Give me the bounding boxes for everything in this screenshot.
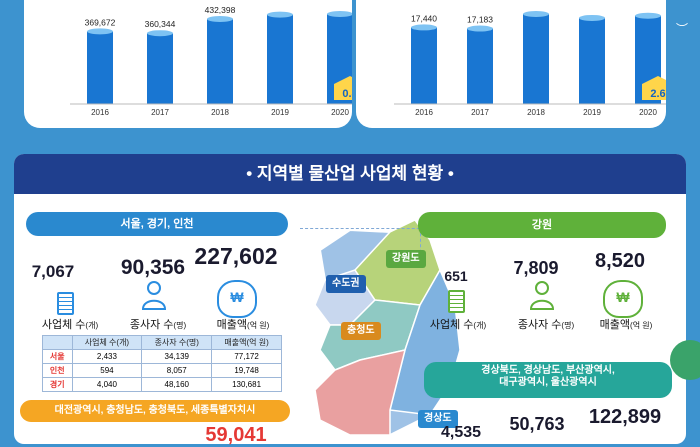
table-header: 사업체 수(개) — [71, 335, 143, 350]
table-cell: 8,057 — [141, 363, 213, 378]
year-label: 2019 — [271, 108, 289, 117]
person-icon — [529, 281, 555, 310]
table-row: 인천 594 8,057 19,748 — [42, 363, 282, 378]
table-cell: 4,040 — [71, 377, 143, 392]
bar-value-label: 432,398 — [205, 5, 236, 15]
bar — [147, 30, 173, 104]
capital-sales-label: 매출액(억 원) — [216, 319, 270, 331]
bar — [467, 25, 493, 104]
korea-map — [313, 218, 462, 436]
table-header: 매출액(억 원) — [211, 335, 282, 350]
gangwon-workers-label: 종사자 수(명) — [517, 319, 575, 331]
capital-sales-amount: 227,602 — [194, 243, 278, 269]
year-label: 2020 — [331, 108, 349, 117]
right-bar-chart: 17,440 2016 17,183 2017 2018 2019 2020 2.6 — [394, 11, 678, 117]
building-icon — [57, 292, 74, 315]
left-bar-chart: 369,672 2016 360,344 2017 432,398 2018 2019 202… — [70, 5, 370, 117]
table-cell: 경기 — [42, 377, 73, 392]
bar-value-label: 369,672 — [85, 17, 116, 27]
capital-count-label: 사업체 수(개) — [41, 319, 99, 331]
map-tag-gangwon: 강원도 — [386, 250, 426, 268]
tree-decoration — [670, 340, 700, 380]
chungcheong-region-header: 대전광역시, 충청남도, 충청북도, 세종특별자치시 — [20, 400, 290, 422]
table-cell: 인천 — [42, 363, 73, 378]
gangwon-workers-count: 7,809 — [513, 258, 559, 278]
money-bag-icon: ₩ — [217, 280, 257, 318]
gyeongsang-sales-amount: 122,899 — [588, 406, 662, 428]
bar-value-label: 17,440 — [411, 13, 437, 23]
connector-line — [300, 228, 430, 229]
chungcheong-sales-amount: 59,041 — [205, 424, 267, 446]
bar — [523, 11, 549, 104]
increase-rate: 2.6 — [650, 88, 665, 100]
person-icon — [141, 281, 167, 310]
capital-business-count: 7,067 — [31, 262, 75, 281]
title-bar — [14, 154, 686, 194]
bird-icon: ︶ — [676, 22, 689, 36]
table-cell: 130,681 — [211, 377, 282, 392]
gangwon-count-label: 사업체 수(개) — [429, 319, 487, 331]
gangwon-business-count: 651 — [444, 268, 468, 284]
map-tag-gyeongsang: 경상도 — [418, 410, 458, 428]
gangwon-sales-amount: 8,520 — [594, 250, 646, 272]
table-row: 서울 2,433 34,139 77,172 — [42, 349, 282, 364]
year-label: 2016 — [91, 108, 109, 117]
section-title: • 지역별 물산업 사업체 현황 • — [246, 164, 454, 183]
gangwon-sales-label: 매출액(억 원) — [599, 319, 653, 331]
map-tag-capital: 수도권 — [326, 275, 366, 293]
gyeongsang-region-header: 경상북도, 경상남도, 부산광역시, 대구광역시, 울산광역시 — [424, 362, 672, 398]
money-bag-icon: ₩ — [603, 280, 643, 318]
gyeongsang-workers-count: 50,763 — [509, 414, 565, 434]
building-icon — [448, 290, 465, 313]
bar — [411, 24, 437, 105]
table-cell: 594 — [71, 363, 143, 378]
gyeongsang-business-count: 4,535 — [440, 424, 482, 441]
gangwon-region-header: 강원 — [418, 212, 666, 238]
year-label: 2020 — [639, 108, 657, 117]
capital-region-table: 사업체 수(개) 종사자 수(명) 매출액(억 원) 서울 2,433 34,1… — [42, 335, 282, 392]
capital-workers-label: 종사자 수(명) — [129, 319, 187, 331]
map-tag-chungcheong: 충청도 — [341, 322, 381, 340]
bar — [579, 14, 605, 105]
table-header: 종사자 수(명) — [141, 335, 213, 350]
bar-value-label: 360,344 — [145, 19, 176, 29]
year-label: 2018 — [527, 108, 545, 117]
capital-workers-count: 90,356 — [120, 256, 186, 279]
bar-value-label: 17,183 — [467, 15, 493, 25]
table-header — [42, 335, 73, 350]
bar — [87, 28, 113, 104]
bar — [267, 11, 293, 104]
left-chart-panel: 369,672 2016 360,344 2017 432,398 2018 2019 202… — [24, 0, 370, 128]
table-cell: 서울 — [42, 349, 73, 364]
year-label: 2019 — [583, 108, 601, 117]
year-label: 2018 — [211, 108, 229, 117]
capital-region-header: 서울, 경기, 인천 — [26, 212, 288, 236]
year-label: 2017 — [151, 108, 169, 117]
table-cell: 34,139 — [141, 349, 213, 364]
right-chart-panel: 17,440 2016 17,183 2017 2018 2019 2020 2.6 — [356, 0, 678, 128]
table-header-row: 사업체 수(개) 종사자 수(명) 매출액(억 원) — [42, 335, 282, 350]
table-cell: 48,160 — [141, 377, 213, 392]
table-cell: 2,433 — [71, 349, 143, 364]
map-south-region — [314, 349, 407, 436]
bar — [207, 16, 233, 104]
connector-line — [420, 228, 422, 258]
table-row: 경기 4,040 48,160 130,681 — [42, 377, 282, 392]
year-label: 2017 — [471, 108, 489, 117]
increase-rate: 0.8 — [342, 88, 352, 100]
table-cell: 19,748 — [211, 363, 282, 378]
year-label: 2016 — [415, 108, 433, 117]
table-cell: 77,172 — [211, 349, 282, 364]
